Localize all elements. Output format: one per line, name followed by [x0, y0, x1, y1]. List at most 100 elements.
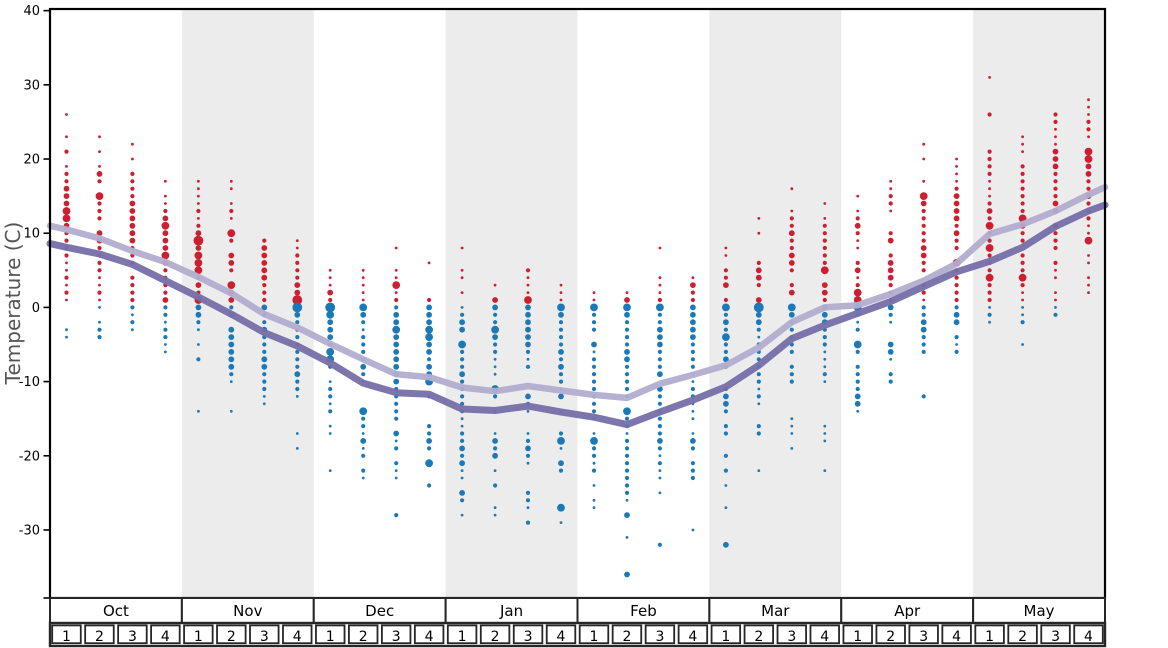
- red-temperature-dot: [1021, 135, 1024, 139]
- red-temperature-dot: [987, 290, 992, 295]
- week-number-label: 3: [524, 629, 533, 645]
- week-row: [48, 621, 1107, 648]
- month-label-jan: Jan: [499, 602, 523, 620]
- blue-temperature-dot: [591, 401, 597, 406]
- red-temperature-dot: [1053, 194, 1058, 199]
- blue-temperature-dot: [887, 304, 894, 311]
- blue-temperature-dot: [624, 320, 630, 325]
- blue-temperature-dot: [163, 305, 168, 310]
- blue-temperature-dot: [65, 328, 68, 332]
- blue-temperature-dot: [690, 461, 696, 466]
- y-tick-label: 40: [23, 4, 40, 19]
- blue-temperature-dot: [460, 513, 464, 517]
- week-number-label: 4: [425, 629, 434, 645]
- blue-temperature-dot: [460, 498, 465, 503]
- blue-temperature-dot: [525, 334, 531, 340]
- blue-temperature-dot: [624, 311, 630, 318]
- blue-temperature-dot: [624, 446, 630, 451]
- red-temperature-dot: [193, 235, 204, 246]
- blue-temperature-dot: [493, 432, 497, 435]
- red-temperature-dot: [954, 245, 959, 251]
- red-temperature-dot: [1054, 276, 1057, 280]
- y-axis-title: Temperature (C): [1, 222, 25, 386]
- blue-temperature-dot: [526, 409, 530, 413]
- blue-temperature-dot: [988, 306, 991, 309]
- week-cell: [1007, 624, 1038, 645]
- blue-temperature-dot: [460, 431, 465, 436]
- red-temperature-dot: [195, 230, 202, 237]
- red-temperature-dot: [1085, 171, 1092, 177]
- week-number-label: 4: [1084, 629, 1093, 645]
- blue-temperature-dot: [755, 319, 762, 326]
- red-temperature-dot: [855, 260, 860, 265]
- blue-temperature-dot: [525, 349, 531, 354]
- week-cell: [413, 624, 445, 645]
- red-temperature-dot: [822, 231, 827, 236]
- blue-temperature-dot: [262, 395, 266, 398]
- blue-temperature-dot: [921, 342, 926, 347]
- blue-temperature-dot: [460, 469, 464, 472]
- red-temperature-dot: [262, 290, 267, 295]
- blue-temperature-dot: [425, 325, 433, 334]
- blue-temperature-dot: [262, 349, 267, 354]
- blue-temperature-dot: [525, 393, 531, 400]
- week-number-label: 1: [853, 629, 862, 645]
- red-temperature-dot: [526, 291, 530, 294]
- red-temperature-dot: [856, 209, 860, 213]
- blue-temperature-dot: [657, 326, 663, 333]
- week-cell: [875, 624, 906, 645]
- blue-temperature-dot: [624, 453, 630, 458]
- blue-temperature-dot: [757, 387, 761, 391]
- red-temperature-dot: [887, 267, 894, 274]
- blue-temperature-dot: [558, 349, 564, 355]
- blue-temperature-dot: [493, 312, 498, 317]
- blue-temperature-dot: [98, 320, 101, 324]
- blue-temperature-dot: [558, 372, 564, 377]
- week-cell: [216, 624, 247, 645]
- blue-temperature-dot: [823, 432, 827, 435]
- red-temperature-dot: [162, 215, 169, 222]
- blue-temperature-dot: [624, 342, 630, 347]
- red-temperature-dot: [95, 192, 104, 201]
- red-temperature-dot: [658, 291, 662, 294]
- blue-temperature-dot: [690, 446, 696, 451]
- blue-temperature-dot: [987, 312, 992, 317]
- shaded-band-may: [973, 9, 1105, 598]
- red-temperature-dot: [328, 276, 332, 280]
- blue-temperature-dot: [393, 341, 400, 348]
- blue-temperature-dot: [658, 454, 662, 458]
- red-temperature-dot: [1087, 105, 1090, 109]
- red-temperature-dot: [1053, 245, 1058, 251]
- blue-temperature-dot: [361, 342, 366, 347]
- red-temperature-dot: [855, 216, 860, 221]
- red-temperature-dot: [1020, 164, 1025, 169]
- blue-temperature-dot: [591, 379, 597, 384]
- blue-temperature-dot: [328, 380, 332, 383]
- blue-temperature-dot: [458, 340, 466, 349]
- red-temperature-dot: [97, 268, 102, 273]
- blue-temperature-dot: [261, 356, 268, 363]
- red-temperature-dot: [129, 222, 136, 229]
- week-number-label: 3: [260, 629, 269, 645]
- blue-temperature-dot: [427, 431, 432, 436]
- week-number-label: 3: [392, 629, 401, 645]
- month-label-oct: Oct: [103, 602, 129, 620]
- blue-temperature-dot: [690, 468, 696, 473]
- red-temperature-dot: [1053, 186, 1058, 191]
- blue-temperature-dot: [723, 400, 729, 407]
- blue-temperature-dot: [295, 432, 299, 435]
- blue-temperature-dot: [790, 447, 794, 450]
- blue-temperature-dot: [426, 341, 432, 348]
- red-temperature-dot: [987, 253, 992, 258]
- red-temperature-dot: [130, 179, 135, 184]
- red-temperature-dot: [889, 209, 893, 213]
- red-temperature-dot: [790, 187, 794, 191]
- blue-temperature-dot: [328, 424, 332, 428]
- red-temperature-dot: [295, 253, 300, 258]
- red-temperature-dot: [394, 246, 398, 250]
- red-temperature-dot: [1086, 201, 1091, 206]
- blue-temperature-dot: [525, 520, 531, 525]
- week-number-label: 1: [985, 629, 994, 645]
- red-temperature-dot: [1054, 298, 1057, 302]
- week-number-label: 2: [227, 629, 236, 645]
